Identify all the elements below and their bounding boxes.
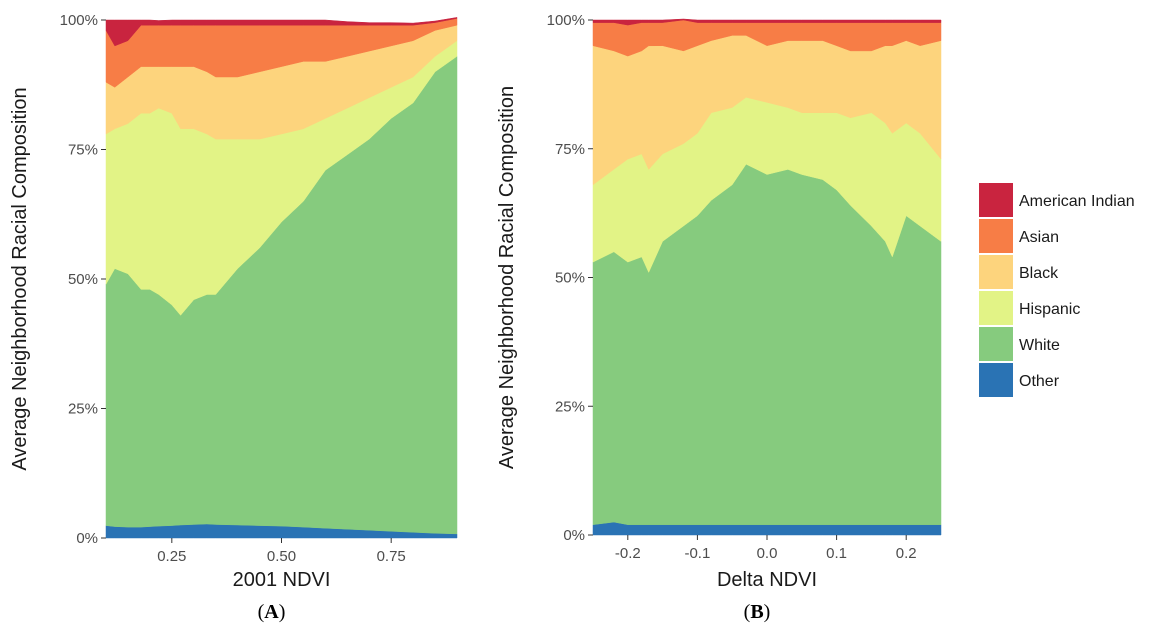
legend-item-black: Black [979, 255, 1059, 289]
panel-a-label: (A) [258, 601, 286, 623]
panel-a-y-tick-label: 0% [76, 530, 98, 547]
panel-a-y-tick-label: 75% [68, 142, 98, 159]
legend-swatch-hispanic [979, 291, 1013, 325]
legend-item-white: White [979, 327, 1060, 361]
panel-a-x-tick-label: 0.75 [377, 548, 406, 565]
panel-b-x-axis-title: Delta NDVI [717, 569, 817, 591]
panel-b-x-tick-label: -0.2 [615, 545, 641, 562]
legend: American Indian Asian Black Hispanic White Ot… [979, 183, 1135, 397]
panel-b-y-tick-label: 50% [555, 270, 585, 287]
panel-a-chart: 0% 25% 50% 75% 100% 0.25 0.50 0.75 2001 NDVI Aver… [9, 12, 458, 623]
panel-a-y-tick-label: 25% [68, 401, 98, 418]
legend-label-black: Black [1019, 265, 1059, 282]
legend-item-hispanic: Hispanic [979, 291, 1080, 325]
panel-b-y-tick-label: 100% [547, 12, 585, 29]
legend-swatch-asian [979, 219, 1013, 253]
legend-label-asian: Asian [1019, 229, 1059, 246]
panel-b-areas [592, 18, 942, 536]
legend-label-american-indian: American Indian [1019, 193, 1135, 210]
legend-item-asian: Asian [979, 219, 1059, 253]
legend-label-other: Other [1019, 373, 1060, 390]
legend-label-white: White [1019, 337, 1060, 354]
panel-a-y-tick-label: 100% [60, 12, 98, 29]
panel-b-x-tick-label: -0.1 [684, 545, 710, 562]
legend-item-american-indian: American Indian [979, 183, 1135, 217]
panel-a-x-tick-label: 0.25 [157, 548, 186, 565]
legend-item-other: Other [979, 363, 1060, 397]
panel-a-area-american-indian [105, 17, 458, 47]
legend-swatch-american-indian [979, 183, 1013, 217]
panel-a-x-tick-label: 0.50 [267, 548, 296, 565]
panel-b-x-tick-label: 0.2 [896, 545, 917, 562]
panel-a-y-tick-label: 50% [68, 271, 98, 288]
panel-a-y-axis-title: Average Neighborhood Racial Composition [9, 87, 31, 470]
legend-swatch-other [979, 363, 1013, 397]
legend-label-hispanic: Hispanic [1019, 301, 1080, 318]
panel-b-y-tick-label: 0% [563, 527, 585, 544]
panel-b-label: (B) [744, 601, 771, 623]
legend-swatch-white [979, 327, 1013, 361]
panel-b-chart: 0% 25% 50% 75% 100% -0.2 -0.1 0.0 0.1 0.2 Delta ND… [496, 12, 942, 623]
panel-b-y-tick-label: 25% [555, 398, 585, 415]
panel-a-x-axis-title: 2001 NDVI [233, 569, 331, 591]
panel-b-x-tick-label: 0.1 [826, 545, 847, 562]
panel-b-y-tick-label: 75% [555, 141, 585, 158]
panel-a-areas [105, 17, 458, 539]
panel-b-x-tick-label: 0.0 [757, 545, 778, 562]
legend-swatch-black [979, 255, 1013, 289]
panel-b-area-american-indian [592, 18, 942, 26]
panel-b-y-axis-title: Average Neighborhood Racial Composition [496, 86, 518, 469]
